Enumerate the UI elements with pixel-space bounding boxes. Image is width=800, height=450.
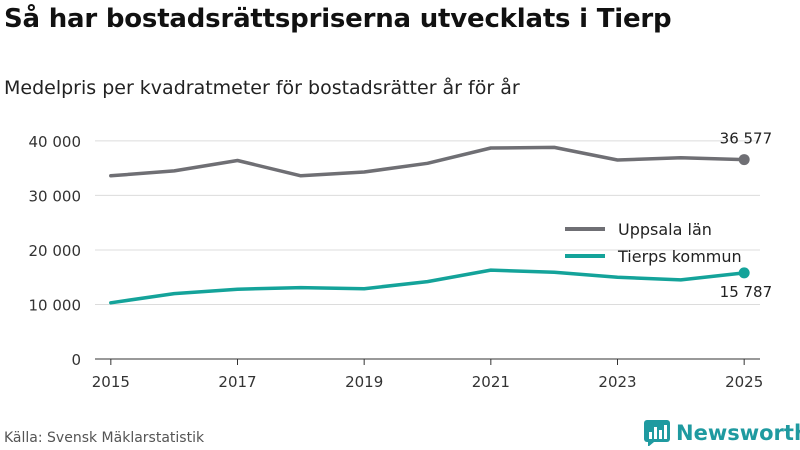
legend-label: Tierps kommun xyxy=(617,247,742,266)
y-tick-label: 20 000 xyxy=(29,242,82,260)
y-tick-label: 40 000 xyxy=(29,133,82,151)
brand-logo: Newsworthy xyxy=(644,420,800,446)
data-label-uppsala-l-n: 36 577 xyxy=(720,130,773,148)
y-tick-label: 0 xyxy=(71,351,81,369)
y-tick-label: 30 000 xyxy=(29,187,82,205)
series-line-uppsala-l-n xyxy=(109,145,746,178)
legend-label: Uppsala län xyxy=(618,220,712,239)
newsworthy-chart-icon xyxy=(644,420,670,446)
x-tick-label: 2025 xyxy=(725,373,763,391)
chart-subtitle: Medelpris per kvadratmeter för bostadsrä… xyxy=(4,77,520,99)
series-line-tierps-kommun xyxy=(109,268,746,305)
x-tick-label: 2019 xyxy=(345,373,383,391)
x-tick-label: 2017 xyxy=(218,373,256,391)
y-tick-label: 10 000 xyxy=(29,296,82,314)
chart-title: Så har bostadsrättspriserna utvecklats i… xyxy=(4,4,672,34)
series-end-point-tierps-kommun xyxy=(738,267,750,279)
x-tick-label: 2021 xyxy=(472,373,510,391)
series-end-point-uppsala-l-n xyxy=(738,154,750,166)
data-label-tierps-kommun: 15 787 xyxy=(720,283,773,301)
x-tick-label: 2023 xyxy=(598,373,636,391)
brand-name: Newsworthy xyxy=(676,421,800,445)
source-note: Källa: Svensk Mäklarstatistik xyxy=(4,430,205,446)
x-tick-label: 2015 xyxy=(92,373,130,391)
